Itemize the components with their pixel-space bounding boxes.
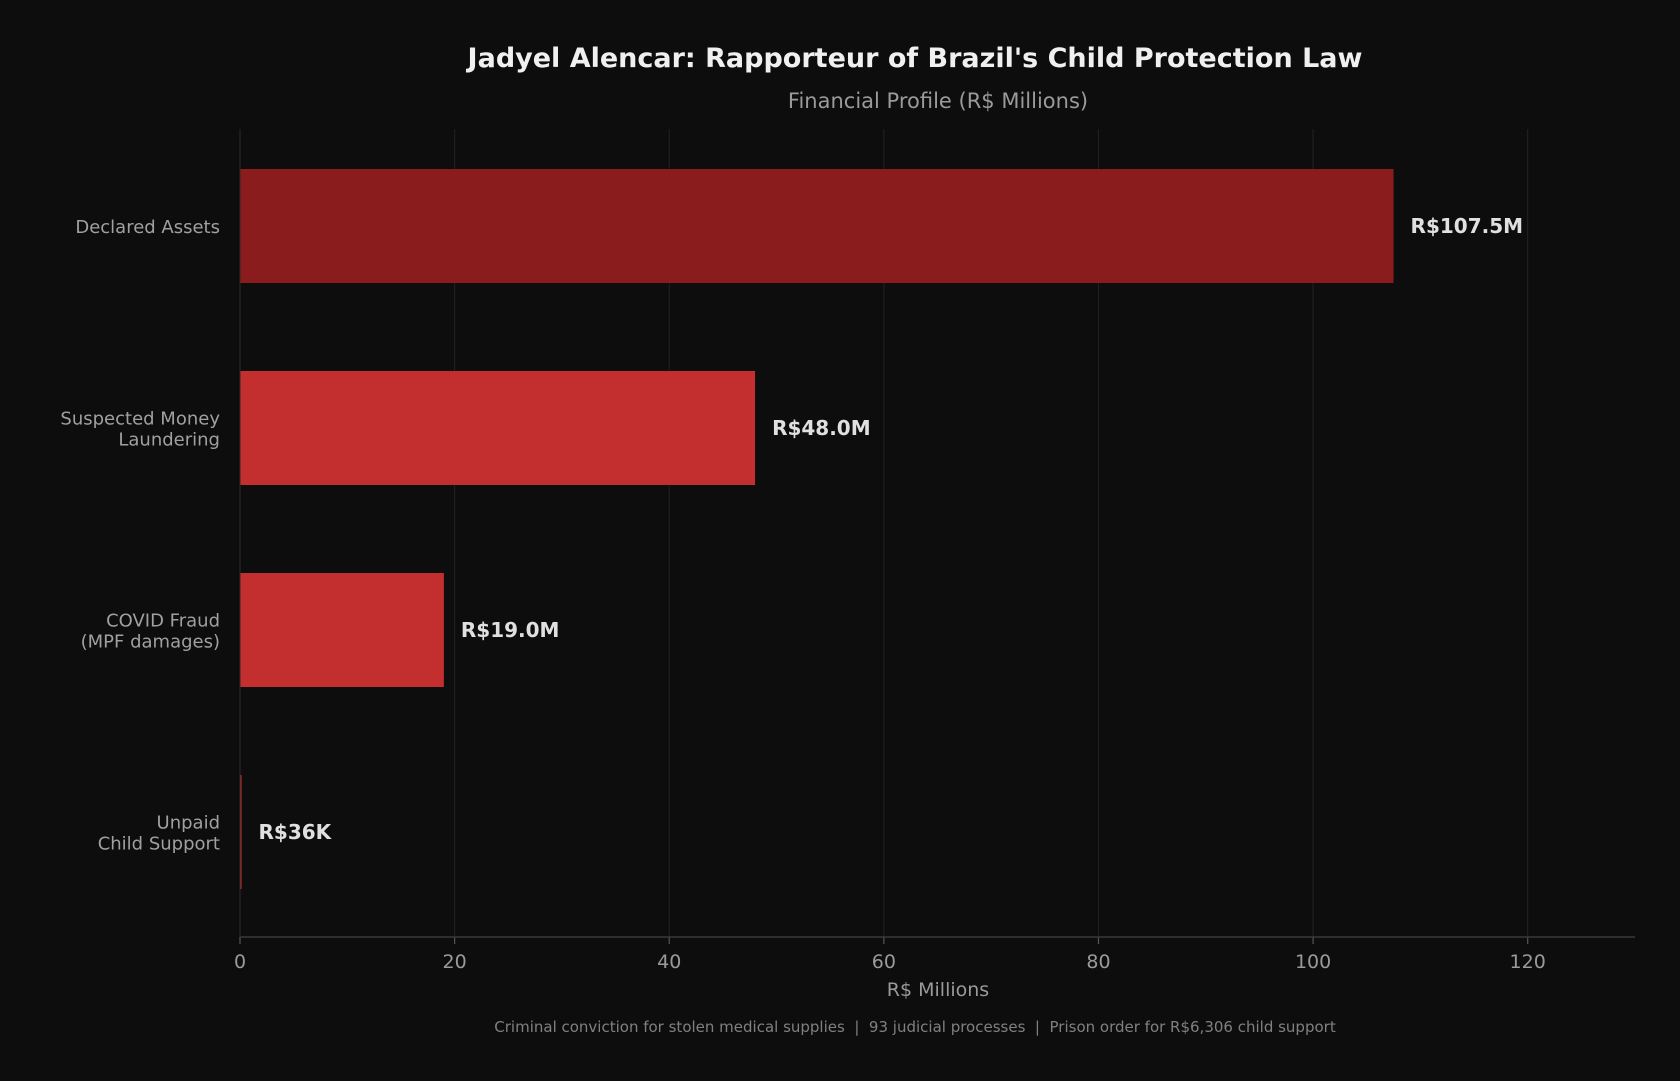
axes: 0 20 40 60 80 100 120 Declared Assets Suspected …: [60, 129, 1635, 973]
x-tick-label: 0: [234, 951, 246, 973]
x-tick-label: 120: [1510, 951, 1546, 973]
y-tick-label: Unpaid: [157, 813, 220, 834]
footnote: Criminal conviction for stolen medical s…: [494, 1018, 1336, 1036]
x-tick-label: 40: [657, 951, 681, 973]
data-label: R$48.0M: [772, 416, 871, 440]
bar: [240, 169, 1394, 283]
y-tick-label: Declared Assets: [75, 217, 220, 238]
bars: R$107.5M R$48.0M R$19.0M R$36K: [240, 169, 1523, 889]
chart-title: Jadyel Alencar: Rapporteur of Brazil's C…: [466, 43, 1363, 74]
x-tick-label: 20: [443, 951, 467, 973]
y-tick-label: (MPF damages): [81, 632, 220, 653]
x-axis-label: R$ Millions: [887, 979, 989, 1001]
data-label: R$107.5M: [1411, 214, 1523, 238]
data-label: R$36K: [259, 820, 333, 844]
bar: [240, 775, 242, 889]
x-tick-label: 80: [1086, 951, 1110, 973]
bar: [240, 371, 756, 485]
chart-subtitle: Financial Profile (R$ Millions): [788, 89, 1088, 113]
y-tick-label: Suspected Money: [60, 409, 220, 430]
x-tick-label: 100: [1295, 951, 1331, 973]
data-label: R$19.0M: [461, 618, 560, 642]
x-tick-label: 60: [872, 951, 896, 973]
y-tick-label: COVID Fraud: [106, 611, 220, 632]
y-tick-label: Laundering: [118, 430, 220, 451]
bar: [240, 573, 444, 687]
y-tick-label: Child Support: [98, 834, 220, 855]
